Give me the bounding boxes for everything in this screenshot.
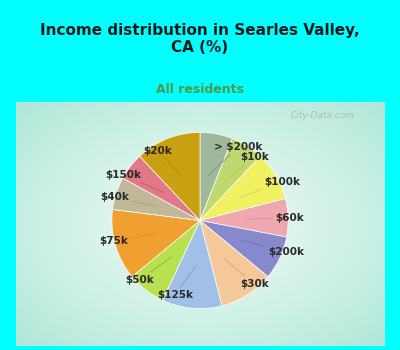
Wedge shape: [162, 220, 222, 309]
Wedge shape: [200, 132, 232, 220]
Wedge shape: [200, 139, 260, 220]
Text: > $200k: > $200k: [208, 142, 262, 175]
Text: $125k: $125k: [157, 266, 196, 300]
Text: All residents: All residents: [156, 83, 244, 96]
Wedge shape: [200, 156, 285, 220]
Text: $20k: $20k: [144, 146, 183, 178]
Text: Income distribution in Searles Valley,
CA (%): Income distribution in Searles Valley, C…: [40, 23, 360, 56]
Text: $50k: $50k: [125, 257, 172, 285]
Text: $60k: $60k: [246, 213, 304, 223]
Wedge shape: [112, 178, 200, 220]
Wedge shape: [132, 220, 200, 300]
Wedge shape: [200, 198, 288, 237]
Text: $200k: $200k: [242, 240, 304, 257]
Text: City-Data.com: City-Data.com: [290, 111, 354, 120]
Wedge shape: [112, 209, 200, 277]
Wedge shape: [140, 132, 200, 220]
Text: $100k: $100k: [240, 177, 300, 197]
Text: $40k: $40k: [100, 193, 156, 206]
Text: $150k: $150k: [105, 170, 164, 193]
Wedge shape: [200, 220, 268, 306]
Wedge shape: [123, 156, 200, 220]
Text: $10k: $10k: [224, 152, 269, 182]
Wedge shape: [200, 220, 286, 277]
Text: $30k: $30k: [224, 259, 269, 289]
Text: $75k: $75k: [99, 233, 156, 246]
